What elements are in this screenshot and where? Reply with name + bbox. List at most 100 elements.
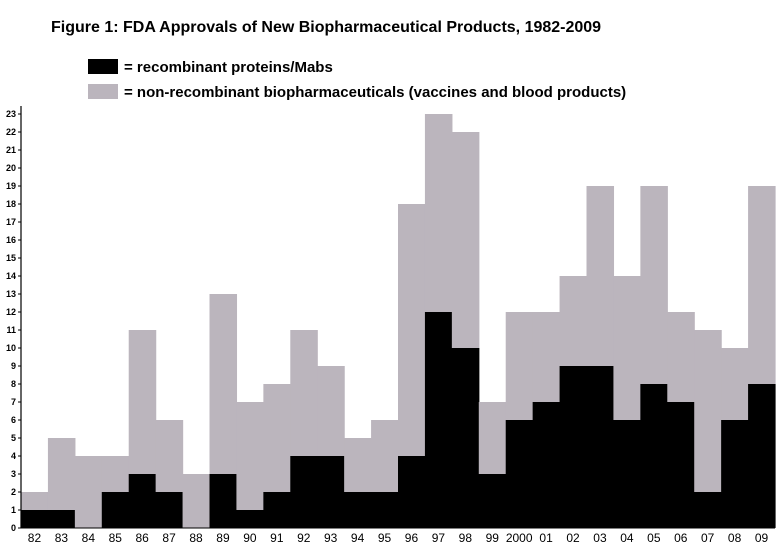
x-tick-label-86: 86 <box>135 531 149 545</box>
bar-non-recombinant-99 <box>478 402 507 474</box>
x-tick-label-84: 84 <box>82 531 96 545</box>
y-tick-label-4: 4 <box>11 451 16 461</box>
bar-non-recombinant-85 <box>101 456 130 492</box>
legend-label-recombinant: = recombinant proteins/Mabs <box>124 59 333 76</box>
x-tick-label-96: 96 <box>405 531 419 545</box>
y-tick-label-10: 10 <box>6 343 16 353</box>
x-tick-label-04: 04 <box>620 531 634 545</box>
bar-non-recombinant-06 <box>667 312 695 402</box>
bar-recombinant-06 <box>667 402 695 528</box>
bar-non-recombinant-92 <box>290 330 318 456</box>
bar-recombinant-83 <box>47 510 76 528</box>
bar-recombinant-93 <box>317 456 345 528</box>
bar-recombinant-07 <box>694 492 722 528</box>
x-tick-label-85: 85 <box>109 531 123 545</box>
bar-recombinant-08 <box>721 420 749 528</box>
x-tick-label-89: 89 <box>216 531 230 545</box>
y-tick-label-18: 18 <box>6 199 16 209</box>
y-tick-label-17: 17 <box>6 217 16 227</box>
bar-recombinant-95 <box>371 492 399 528</box>
bar-recombinant-94 <box>344 492 372 528</box>
y-tick-label-20: 20 <box>6 163 16 173</box>
y-tick-label-14: 14 <box>6 271 16 281</box>
bar-recombinant-89 <box>209 474 238 528</box>
x-tick-label-93: 93 <box>324 531 338 545</box>
bar-non-recombinant-96 <box>398 204 426 456</box>
bar-non-recombinant-09 <box>748 186 776 384</box>
y-tick-label-9: 9 <box>11 361 16 371</box>
y-tick-label-21: 21 <box>6 145 16 155</box>
x-tick-label-83: 83 <box>55 531 69 545</box>
bar-recombinant-01 <box>532 402 561 528</box>
bar-recombinant-05 <box>640 384 668 528</box>
y-tick-label-12: 12 <box>6 307 16 317</box>
x-tick-label-82: 82 <box>28 531 42 545</box>
y-tick-label-16: 16 <box>6 235 16 245</box>
bar-recombinant-82 <box>21 510 49 528</box>
bar-recombinant-90 <box>236 510 264 528</box>
x-tick-label-08: 08 <box>728 531 742 545</box>
bar-non-recombinant-87 <box>155 420 184 492</box>
y-tick-label-1: 1 <box>11 505 16 515</box>
x-tick-label-05: 05 <box>647 531 661 545</box>
bar-non-recombinant-08 <box>721 348 749 420</box>
bar-non-recombinant-82 <box>21 492 49 510</box>
x-tick-label-92: 92 <box>297 531 311 545</box>
bar-recombinant-97 <box>424 312 453 528</box>
x-tick-label-95: 95 <box>378 531 392 545</box>
y-tick-label-0: 0 <box>11 523 16 533</box>
plot-area <box>21 114 776 528</box>
x-tick-label-88: 88 <box>189 531 203 545</box>
bar-recombinant-85 <box>101 492 130 528</box>
bar-non-recombinant-03 <box>586 186 615 366</box>
bar-non-recombinant-88 <box>182 474 211 528</box>
bar-recombinant-99 <box>478 474 507 528</box>
x-tick-label-98: 98 <box>459 531 473 545</box>
x-tick-label-02: 02 <box>566 531 580 545</box>
bar-non-recombinant-98 <box>451 132 480 348</box>
bar-non-recombinant-01 <box>532 312 561 402</box>
x-tick-label-91: 91 <box>270 531 284 545</box>
bar-non-recombinant-05 <box>640 186 668 384</box>
bar-non-recombinant-91 <box>263 384 291 492</box>
y-tick-label-19: 19 <box>6 181 16 191</box>
x-tick-label-01: 01 <box>539 531 553 545</box>
bar-recombinant-09 <box>748 384 776 528</box>
x-axis: 82 83 84 85 86 87 88 89 90 91 92 93 94 95 96 97 98 99 2000… <box>21 527 775 545</box>
bar-non-recombinant-94 <box>344 438 372 492</box>
bar-non-recombinant-07 <box>694 330 722 492</box>
y-tick-label-15: 15 <box>6 253 16 263</box>
bar-non-recombinant-2000 <box>505 312 534 420</box>
y-tick-label-6: 6 <box>11 415 16 425</box>
bar-non-recombinant-97 <box>424 114 453 312</box>
bar-recombinant-03 <box>586 366 615 528</box>
bar-non-recombinant-89 <box>209 294 238 474</box>
bar-recombinant-2000 <box>505 420 534 528</box>
x-tick-label-87: 87 <box>162 531 176 545</box>
x-tick-label-06: 06 <box>674 531 688 545</box>
bar-non-recombinant-02 <box>559 276 588 366</box>
x-tick-label-09: 09 <box>755 531 769 545</box>
x-tick-label-90: 90 <box>243 531 257 545</box>
bar-recombinant-87 <box>155 492 184 528</box>
bar-non-recombinant-93 <box>317 366 345 456</box>
legend-swatch-non-recombinant <box>88 84 118 99</box>
bar-non-recombinant-84 <box>74 456 103 528</box>
x-tick-label-94: 94 <box>351 531 365 545</box>
bar-recombinant-91 <box>263 492 291 528</box>
bar-non-recombinant-86 <box>128 330 157 474</box>
y-tick-label-3: 3 <box>11 469 16 479</box>
bar-recombinant-86 <box>128 474 157 528</box>
bar-recombinant-92 <box>290 456 318 528</box>
x-tick-label-07: 07 <box>701 531 715 545</box>
bar-non-recombinant-95 <box>371 420 399 492</box>
bar-recombinant-96 <box>398 456 426 528</box>
bar-non-recombinant-04 <box>613 276 641 420</box>
legend-label-non-recombinant: = non-recombinant biopharmaceuticals (va… <box>124 84 626 101</box>
bar-recombinant-98 <box>451 348 480 528</box>
y-tick-label-22: 22 <box>6 127 16 137</box>
legend-swatch-recombinant <box>88 59 118 74</box>
x-tick-label-99: 99 <box>486 531 500 545</box>
